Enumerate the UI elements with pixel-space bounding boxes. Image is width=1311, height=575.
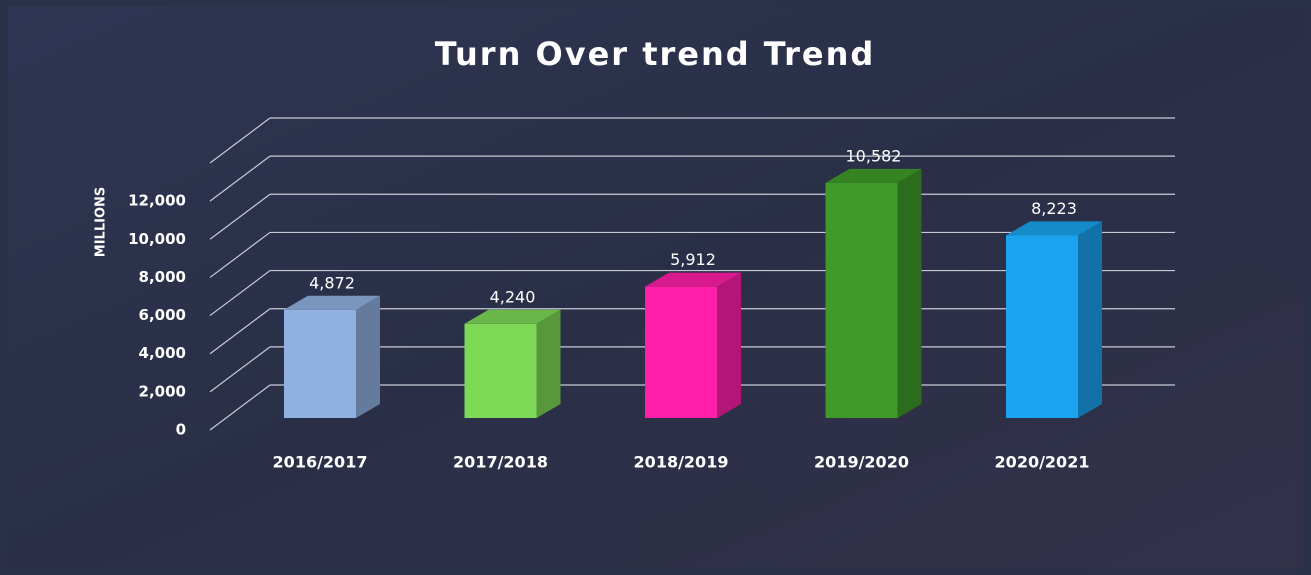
value-label: 4,240 [490, 287, 536, 306]
y-tick-label: 8,000 [139, 268, 186, 286]
bar-top [825, 168, 922, 183]
bar [645, 286, 717, 418]
bar-side [897, 168, 922, 418]
bar-top [1006, 221, 1102, 236]
bar-side [356, 295, 380, 418]
grid-line [209, 384, 271, 431]
bar [1006, 235, 1078, 418]
grid-line [209, 270, 271, 317]
x-tick-label: 2019/2020 [814, 453, 909, 472]
x-tick-label: 2020/2021 [995, 453, 1090, 472]
bar [284, 309, 356, 418]
grid-line [209, 308, 271, 355]
value-label: 8,223 [1031, 199, 1077, 218]
y-tick-label: 2,000 [139, 382, 186, 400]
value-label: 4,872 [309, 273, 355, 292]
y-axis-label: MILLIONS [94, 187, 109, 257]
grid-line [209, 231, 271, 278]
y-tick-label: 10,000 [128, 230, 186, 248]
grid-line [209, 155, 271, 202]
value-label: 10,582 [846, 146, 902, 165]
chart-title: Turn Over trend Trend [435, 35, 876, 73]
bar [825, 182, 898, 418]
y-tick-label: 4,000 [139, 344, 186, 362]
x-tick-label: 2018/2019 [634, 453, 729, 472]
x-tick-label: 2016/2017 [273, 453, 368, 472]
bar [464, 323, 537, 418]
grid-line [209, 346, 271, 393]
bar-side [717, 272, 741, 418]
bar-side [536, 309, 561, 418]
bar-top [284, 295, 380, 310]
bar-top [464, 309, 561, 324]
grid-line [209, 193, 271, 240]
y-tick-label: 6,000 [139, 306, 186, 324]
y-tick-label: 0 [176, 421, 186, 439]
bar-top [645, 272, 741, 287]
grid-line [209, 117, 271, 164]
bar-side [1078, 221, 1102, 418]
value-label: 5,912 [670, 250, 716, 269]
y-tick-label: 12,000 [128, 192, 186, 210]
x-tick-label: 2017/2018 [453, 453, 548, 472]
